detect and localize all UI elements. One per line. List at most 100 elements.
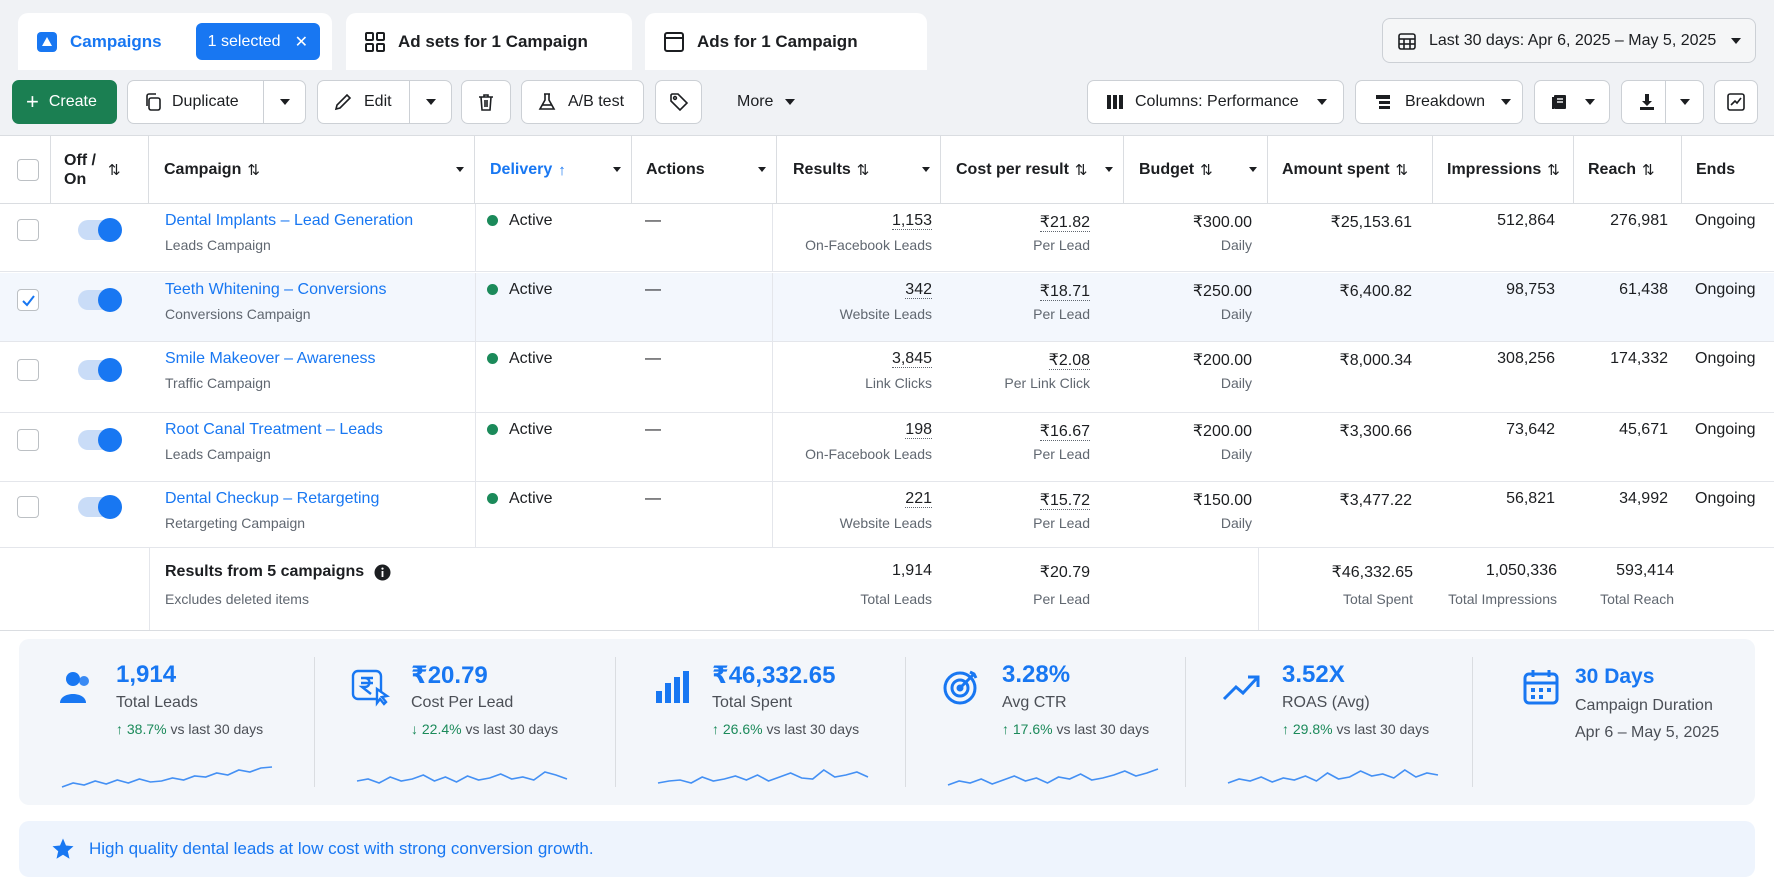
cost-value[interactable]: ₹15.72 (1039, 492, 1090, 510)
ends-value: Ongoing (1695, 281, 1756, 298)
toggle-knob (98, 495, 122, 519)
chevron-down-icon (1585, 99, 1595, 105)
delta-arrow-icon: ↓ (411, 721, 418, 737)
col-impressions[interactable]: Impressions ⇅ (1433, 136, 1574, 204)
kpi-value: 3.52X (1282, 661, 1345, 688)
impressions-value: 512,864 (1497, 212, 1555, 229)
table-row[interactable]: Dental Implants – Lead Generation Leads … (0, 204, 1774, 272)
kpi-delta: ↓ 22.4% vs last 30 days (411, 721, 558, 737)
tab-ad-sets[interactable]: Ad sets for 1 Campaign (346, 13, 632, 70)
selected-chip[interactable]: 1 selected ✕ (195, 23, 320, 60)
results-value[interactable]: 3,845 (891, 350, 932, 368)
cost-type: Per Lead (1033, 306, 1090, 322)
actions-value: — (645, 350, 661, 367)
kpi-label: Cost Per Lead (411, 694, 514, 711)
totals-row: Results from 5 campaigns Excludes delete… (0, 548, 1774, 631)
cost-value[interactable]: ₹18.71 (1039, 283, 1090, 301)
breakdown-button[interactable]: Breakdown (1355, 80, 1523, 124)
tag-button[interactable] (655, 80, 702, 124)
select-all-checkbox[interactable] (17, 159, 39, 181)
col-reach[interactable]: Reach ⇅ (1574, 136, 1682, 204)
sort-icon: ⇅ (1200, 162, 1213, 179)
columns-icon (1104, 91, 1126, 113)
totals-spent: ₹46,332.65 (1331, 564, 1413, 581)
table-row[interactable]: Smile Makeover – Awareness Traffic Campa… (0, 342, 1774, 413)
col-amount-spent[interactable]: Amount spent ⇅ (1268, 136, 1433, 204)
reports-button[interactable] (1534, 80, 1610, 124)
sparkline (356, 771, 568, 784)
budget-value: ₹300.00 (1192, 214, 1252, 231)
budget-value: ₹150.00 (1192, 492, 1252, 509)
results-value[interactable]: 342 (905, 281, 932, 299)
cost-value[interactable]: ₹2.08 (1048, 352, 1090, 370)
campaign-toggle[interactable] (78, 287, 122, 312)
budget-type: Daily (1220, 237, 1252, 253)
campaign-name-link[interactable]: Root Canal Treatment – Leads (165, 421, 383, 438)
campaign-toggle[interactable] (78, 427, 122, 452)
duplicate-dropdown[interactable] (263, 81, 305, 123)
results-value[interactable]: 221 (905, 490, 932, 508)
results-value[interactable]: 198 (905, 421, 932, 439)
table-row[interactable]: Root Canal Treatment – Leads Leads Campa… (0, 413, 1774, 482)
status-dot-icon (487, 424, 498, 436)
col-budget[interactable]: Budget ⇅ (1124, 136, 1268, 204)
charts-button[interactable] (1714, 80, 1758, 124)
col-actions-label: Actions (646, 161, 705, 178)
kpi-value: ₹46,332.65 (712, 662, 836, 689)
date-range-picker[interactable]: Last 30 days: Apr 6, 2025 – May 5, 2025 (1382, 18, 1756, 63)
campaign-name-link[interactable]: Dental Checkup – Retargeting (165, 490, 380, 507)
row-checkbox[interactable] (17, 288, 39, 311)
row-checkbox[interactable] (17, 219, 39, 241)
col-actions[interactable]: Actions (632, 136, 777, 204)
more-button[interactable]: More (720, 80, 810, 124)
delivery-status: Active (487, 281, 553, 299)
row-checkbox[interactable] (17, 358, 39, 381)
col-delivery[interactable]: Delivery ↑ (475, 136, 632, 204)
budget-type: Daily (1220, 446, 1252, 462)
sort-icon: ⇅ (247, 162, 260, 179)
cost-value[interactable]: ₹21.82 (1039, 214, 1090, 232)
sparkline (61, 766, 273, 788)
duplicate-button[interactable]: Duplicate (127, 80, 306, 124)
target-icon (941, 667, 981, 707)
edit-dropdown[interactable] (409, 81, 451, 123)
export-dropdown[interactable] (1665, 81, 1703, 123)
results-value[interactable]: 1,153 (891, 212, 932, 230)
ab-test-button[interactable]: A/B test (521, 80, 644, 124)
col-campaign[interactable]: Campaign ⇅ (149, 136, 475, 204)
table-row[interactable]: Dental Checkup – Retargeting Retargeting… (0, 482, 1774, 548)
export-button[interactable] (1621, 80, 1704, 124)
totals-impressions: 1,050,336 (1485, 562, 1557, 579)
delta-percent: 29.8% (1292, 721, 1333, 737)
campaign-toggle[interactable] (78, 218, 122, 242)
info-icon[interactable] (374, 564, 391, 581)
campaign-toggle[interactable] (78, 495, 122, 519)
delete-button[interactable] (461, 80, 511, 124)
create-button[interactable]: + Create (12, 80, 117, 124)
row-checkbox[interactable] (17, 428, 39, 451)
tab-campaigns[interactable]: Campaigns 1 selected ✕ (18, 13, 332, 70)
campaign-toggle[interactable] (78, 357, 122, 382)
col-ends[interactable]: Ends (1682, 136, 1774, 204)
chevron-down-icon (279, 99, 290, 105)
col-off-on[interactable]: Off / On ⇅ (51, 136, 149, 204)
campaign-name-link[interactable]: Teeth Whitening – Conversions (165, 281, 387, 298)
col-reach-label: Reach (1588, 161, 1637, 178)
columns-button[interactable]: Columns: Performance (1087, 80, 1344, 124)
campaign-type: Traffic Campaign (165, 375, 271, 391)
chevron-down-icon (425, 99, 436, 105)
edit-button[interactable]: Edit (317, 80, 452, 124)
table-row[interactable]: Teeth Whitening – Conversions Conversion… (0, 273, 1774, 342)
cost-value[interactable]: ₹16.67 (1039, 423, 1090, 441)
campaign-name-link[interactable]: Smile Makeover – Awareness (165, 350, 376, 367)
tab-ads[interactable]: Ads for 1 Campaign (645, 13, 927, 70)
campaign-name-link[interactable]: Dental Implants – Lead Generation (165, 212, 414, 229)
clear-selection-icon[interactable]: ✕ (294, 33, 308, 51)
download-icon (1636, 91, 1658, 113)
chevron-down-icon (922, 167, 930, 172)
totals-results: 1,914 (891, 562, 932, 579)
row-checkbox[interactable] (17, 496, 39, 518)
col-cost-per-result[interactable]: Cost per result ⇅ (941, 136, 1124, 204)
kpi-delta: ↑ 38.7% vs last 30 days (116, 721, 263, 737)
col-results[interactable]: Results ⇅ (777, 136, 941, 204)
